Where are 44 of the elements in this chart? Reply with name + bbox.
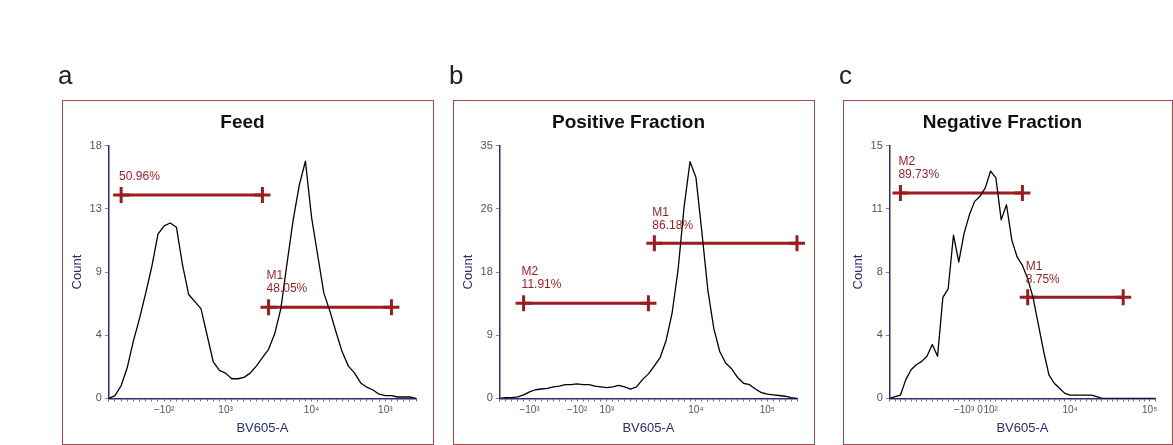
y-tick-label: 18 bbox=[480, 265, 493, 278]
y-tick-label: 0 bbox=[876, 391, 883, 404]
series-label: M2 89.73% bbox=[898, 154, 940, 182]
x-tick-label: −10³ bbox=[953, 404, 975, 416]
y-tick-label: 18 bbox=[89, 138, 102, 151]
x-tick-label: 10³ bbox=[218, 404, 234, 416]
text: c bbox=[839, 60, 852, 91]
x-tick-label: 10⁵ bbox=[759, 404, 775, 416]
y-tick-label: 4 bbox=[95, 328, 102, 341]
series-label: 50.96% bbox=[119, 169, 161, 184]
x-axis-title: BV605-A bbox=[622, 419, 675, 435]
x-tick-label: 10⁴ bbox=[303, 404, 320, 416]
y-tick-label: 9 bbox=[486, 328, 493, 341]
x-tick-label: −10² bbox=[566, 404, 588, 416]
y-tick-label: 26 bbox=[480, 201, 493, 214]
x-tick-label: −10³ bbox=[519, 404, 541, 416]
x-tick-label: 10⁴ bbox=[1062, 404, 1078, 416]
y-tick-label: 13 bbox=[89, 201, 102, 214]
y-axis-title: Count bbox=[69, 254, 85, 290]
x-tick-label: 10³ bbox=[599, 404, 615, 416]
y-tick-label: 0 bbox=[95, 391, 102, 404]
y-axis-title: Count bbox=[460, 254, 476, 290]
x-tick-label: 10³ bbox=[378, 404, 394, 416]
chart-title: Negative Fraction bbox=[922, 110, 1083, 132]
x-tick-label: 10⁵ bbox=[1142, 404, 1158, 416]
text: a bbox=[58, 60, 73, 91]
x-axis-title: BV605-A bbox=[996, 419, 1049, 435]
y-tick-label: 0 bbox=[486, 391, 493, 404]
series-label: M2 11.91% bbox=[521, 264, 562, 292]
y-tick-label: 9 bbox=[95, 265, 102, 278]
y-tick-label: 8 bbox=[876, 265, 883, 278]
chart-title: Feed bbox=[220, 110, 265, 132]
x-tick-label: 0 bbox=[977, 404, 984, 416]
x-tick-label: −10² bbox=[153, 404, 175, 416]
chart-title: Positive Fraction bbox=[551, 110, 706, 132]
y-tick-label: 11 bbox=[871, 201, 883, 214]
text: b bbox=[449, 60, 464, 91]
x-tick-label: 10² bbox=[983, 404, 999, 416]
y-tick-label: 4 bbox=[876, 328, 883, 341]
y-axis-title: Count bbox=[850, 254, 866, 290]
x-tick-label: 10⁴ bbox=[688, 404, 704, 416]
y-tick-label: 35 bbox=[480, 138, 493, 151]
x-axis-title: BV605-A bbox=[236, 419, 289, 435]
y-tick-label: 15 bbox=[870, 138, 883, 151]
